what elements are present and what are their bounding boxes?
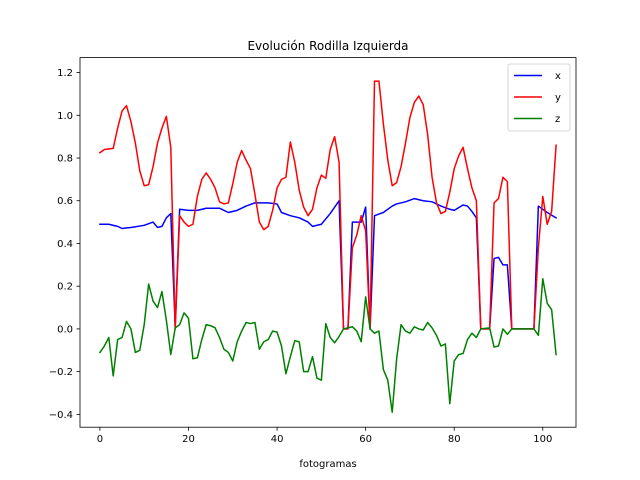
y-tick-label: 0.2: [57, 282, 73, 293]
legend-label-y: y: [555, 93, 561, 104]
series-line-z: [98, 277, 557, 413]
y-tick-label: 0.4: [57, 239, 73, 250]
x-axis-label: fotogramas: [299, 459, 356, 470]
y-tick-label: −0.2: [49, 367, 73, 378]
y-tick-label: 0.8: [57, 154, 73, 165]
series-lines: [98, 80, 558, 413]
plot-area-frame: [79, 57, 577, 428]
legend-label-z: z: [555, 114, 560, 125]
y-axis: −0.4 −0.2 0.0 0.2 0.4 0.6 0.8 1.0 1.2: [49, 68, 80, 421]
y-tick-label: 0.6: [57, 196, 73, 207]
x-tick-label: 60: [359, 434, 372, 445]
y-tick-label: 1.2: [57, 68, 73, 79]
x-axis: 0 20 40 60 80 100: [97, 427, 552, 445]
chart-title: Evolución Rodilla Izquierda: [247, 39, 408, 53]
x-tick-label: 0: [97, 434, 103, 445]
series-line-y: [98, 80, 557, 330]
x-tick-label: 20: [182, 434, 195, 445]
x-tick-label: 100: [533, 434, 552, 445]
x-tick-label: 80: [448, 434, 461, 445]
x-tick-label: 40: [271, 434, 284, 445]
legend: xyz: [507, 63, 571, 132]
y-tick-label: 0.0: [57, 324, 73, 335]
y-tick-label: −0.4: [49, 410, 73, 421]
legend-label-x: x: [555, 71, 561, 82]
y-tick-label: 1.0: [57, 111, 73, 122]
